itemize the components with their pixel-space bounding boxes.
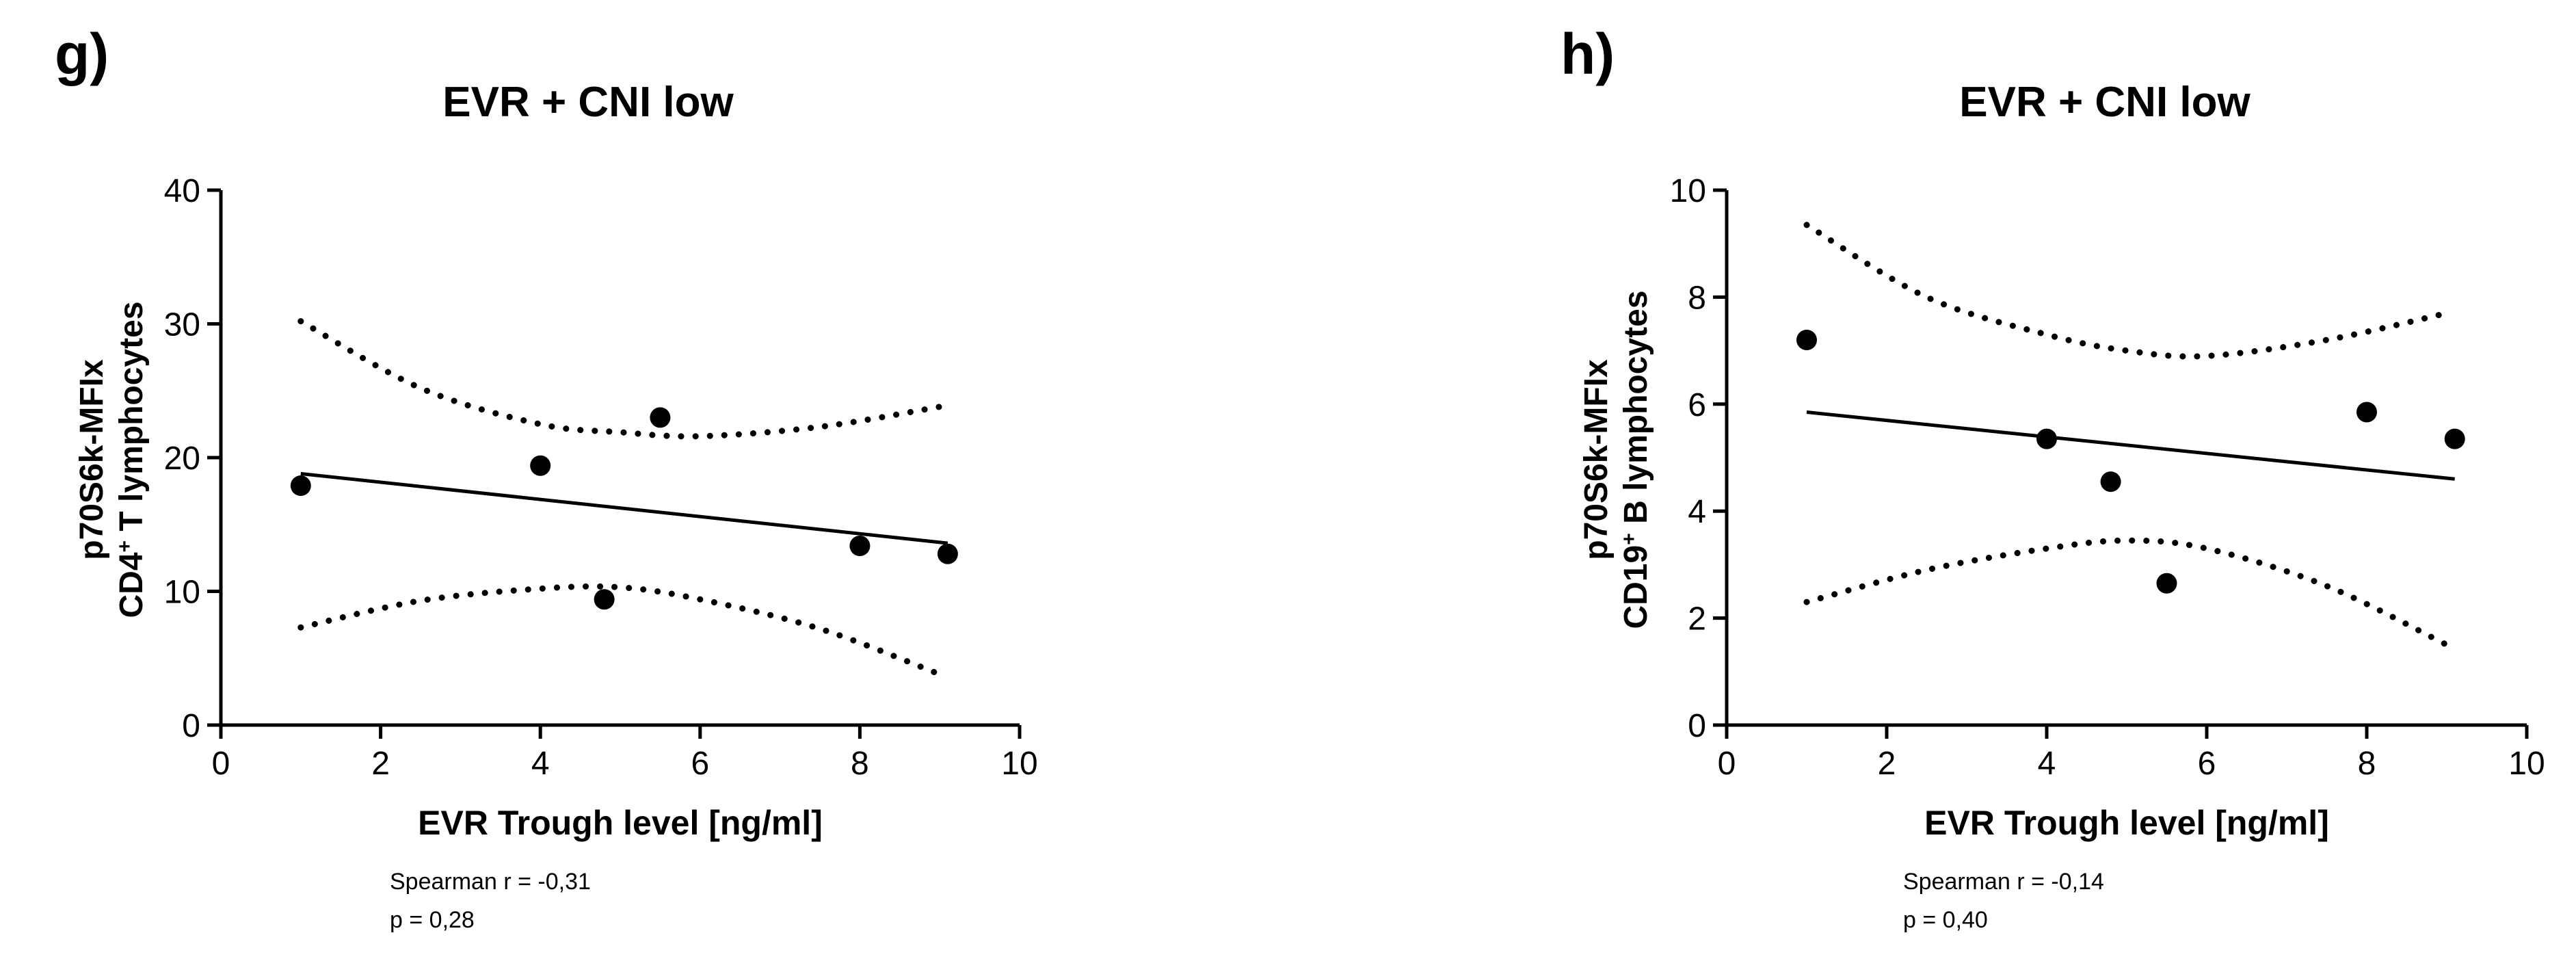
data-point	[849, 536, 871, 557]
x-tick-label: 10	[2508, 746, 2545, 782]
regression-line	[300, 471, 948, 545]
x-tick-label: 6	[691, 746, 709, 782]
chart-title: EVR + CNI low	[1959, 79, 2250, 126]
data-point	[2356, 402, 2377, 423]
ci-upper-curve	[297, 318, 943, 440]
x-tick-label: 0	[212, 746, 230, 782]
x-tick-label: 4	[2038, 746, 2056, 782]
y-axis-label-line1: p70S6k-MFIx	[1578, 359, 1615, 560]
data-point	[530, 455, 551, 476]
y-tick-label: 6	[1688, 387, 1706, 423]
data-point	[650, 407, 671, 428]
regression-line	[1806, 410, 2455, 481]
x-tick-label: 0	[1718, 746, 1736, 782]
x-tick-label: 10	[1001, 746, 1037, 782]
data-point	[937, 543, 958, 564]
y-axis-label-suffix: T lymphocytes	[114, 302, 150, 540]
y-axis-label-suffix: B lymphocytes	[1618, 290, 1654, 533]
spearman-r-text: Spearman r = -0,31	[390, 869, 591, 895]
p-value-text: p = 0,40	[1903, 907, 1988, 933]
ci-lower-curve	[297, 583, 943, 678]
chart-panel-g: g) EVR + CNI low 0 2 4 6 8 10 0 10 20 30 40 EVR Troug…	[55, 22, 1038, 933]
y-axis-label-superscript: +	[1618, 533, 1641, 545]
panel-label: h)	[1561, 22, 1615, 86]
y-tick-label: 8	[1688, 280, 1706, 316]
data-point	[2444, 428, 2465, 449]
spearman-r-text: Spearman r = -0,14	[1903, 869, 2104, 895]
x-axis-label: EVR Trough level [ng/ml]	[1924, 804, 2329, 842]
y-axis-label-cell: CD4	[114, 552, 150, 618]
y-tick-label: 20	[164, 441, 200, 477]
data-point	[594, 589, 615, 610]
y-tick-label: 0	[1688, 708, 1706, 744]
y-axis-label-line2: CD4+ T lymphocytes	[114, 302, 150, 618]
y-tick-label: 0	[182, 708, 200, 744]
y-axis-label-superscript: +	[114, 540, 136, 553]
data-point	[290, 475, 311, 497]
y-tick-label: 2	[1688, 601, 1706, 638]
ci-lower-curve	[1803, 537, 2450, 648]
chart-title: EVR + CNI low	[442, 79, 734, 126]
y-tick-label: 10	[1670, 173, 1706, 209]
data-point	[2036, 428, 2057, 449]
p-value-text: p = 0,28	[390, 907, 475, 933]
y-axis-label-cell: CD19	[1618, 545, 1654, 629]
x-axis-label: EVR Trough level [ng/ml]	[418, 804, 823, 842]
x-tick-label: 8	[2358, 746, 2376, 782]
y-axis-label-line2: CD19+ B lymphocytes	[1618, 290, 1655, 629]
chart-panel-h: h) EVR + CNI low 0 2 4 6 8 10 0 2 4 6 8 10 EVR Trough …	[1561, 22, 2545, 933]
y-axis-label-line1: p70S6k-MFIx	[74, 359, 110, 560]
data-point	[1796, 329, 1817, 350]
y-tick-label: 40	[164, 173, 200, 209]
x-tick-label: 2	[371, 746, 390, 782]
ci-upper-curve	[1803, 222, 2450, 360]
x-tick-label: 4	[531, 746, 550, 782]
panel-label: g)	[55, 22, 109, 86]
x-tick-label: 8	[851, 746, 869, 782]
y-tick-label: 30	[164, 307, 200, 343]
y-tick-label: 4	[1688, 494, 1706, 530]
x-tick-label: 6	[2198, 746, 2216, 782]
data-point	[2100, 471, 2121, 492]
data-point	[2156, 573, 2177, 594]
y-tick-label: 10	[164, 575, 200, 611]
x-tick-label: 2	[1878, 746, 1896, 782]
